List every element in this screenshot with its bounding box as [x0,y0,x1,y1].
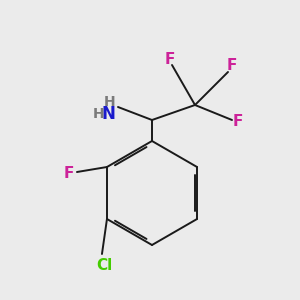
Text: F: F [227,58,237,74]
Text: F: F [233,115,243,130]
Text: F: F [64,166,74,181]
Text: F: F [165,52,175,67]
Text: N: N [101,105,115,123]
Text: H: H [93,107,105,121]
Text: Cl: Cl [96,259,112,274]
Text: H: H [104,95,116,109]
